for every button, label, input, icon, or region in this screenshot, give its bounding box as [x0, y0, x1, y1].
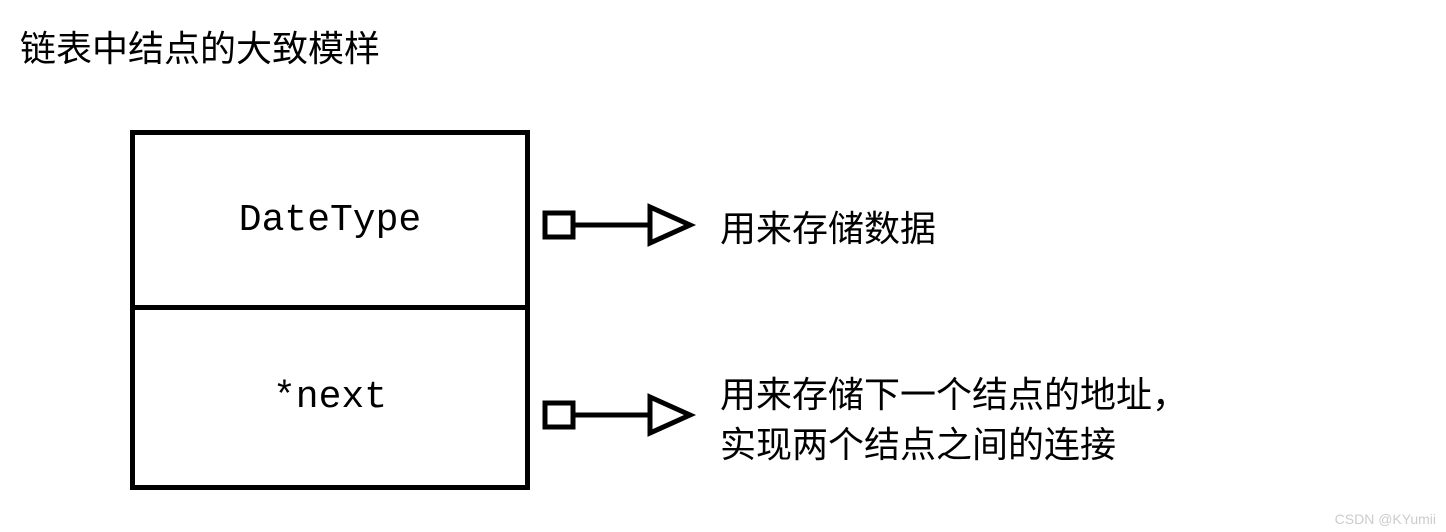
datatype-description: 用来存储数据: [720, 200, 936, 252]
desc-line-2: 实现两个结点之间的连接: [720, 420, 1188, 470]
next-pointer-label: *next: [273, 376, 387, 419]
diagram-title: 链表中结点的大致模样: [20, 20, 380, 72]
node-structure: DateType *next: [130, 130, 530, 490]
watermark-text: CSDN @KYumii: [1335, 511, 1436, 527]
datatype-label: DateType: [239, 199, 421, 242]
arrow-icon: [540, 385, 700, 445]
next-pointer-description: 用来存储下一个结点的地址， 实现两个结点之间的连接: [720, 370, 1188, 471]
datatype-cell: DateType: [130, 130, 530, 310]
next-pointer-cell: *next: [130, 310, 530, 490]
desc-line-1: 用来存储下一个结点的地址，: [720, 370, 1188, 420]
arrow-icon: [540, 195, 700, 255]
